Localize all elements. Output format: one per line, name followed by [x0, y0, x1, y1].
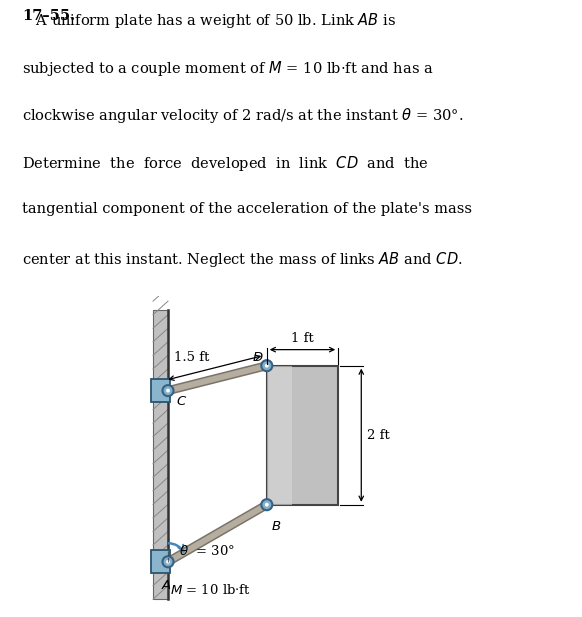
Polygon shape — [167, 362, 268, 394]
Polygon shape — [153, 310, 168, 599]
Circle shape — [164, 387, 172, 394]
Text: $C$: $C$ — [176, 395, 187, 408]
Circle shape — [263, 362, 271, 370]
Text: 17–55.: 17–55. — [22, 9, 75, 23]
Polygon shape — [267, 366, 292, 505]
Polygon shape — [151, 379, 170, 402]
Text: center at this instant. Neglect the mass of links $AB$ and $CD$.: center at this instant. Neglect the mass… — [22, 250, 463, 269]
Text: tangential component of the acceleration of the plate's mass: tangential component of the acceleration… — [22, 202, 472, 216]
Circle shape — [162, 385, 173, 396]
Text: subjected to a couple moment of $M$ = 10 lb$\cdot$ft and has a: subjected to a couple moment of $M$ = 10… — [22, 59, 434, 78]
Circle shape — [265, 364, 269, 368]
Circle shape — [265, 503, 269, 507]
Circle shape — [261, 360, 272, 371]
Text: 1 ft: 1 ft — [291, 333, 314, 346]
Text: $D$: $D$ — [253, 350, 264, 363]
Circle shape — [164, 558, 172, 566]
Polygon shape — [267, 366, 338, 505]
Circle shape — [166, 560, 170, 564]
Polygon shape — [166, 502, 269, 565]
Circle shape — [261, 499, 272, 510]
Circle shape — [166, 389, 170, 392]
Text: $M$ = 10 lb$\cdot$ft: $M$ = 10 lb$\cdot$ft — [170, 583, 251, 597]
Text: clockwise angular velocity of 2 rad/s at the instant $\theta$ = 30°.: clockwise angular velocity of 2 rad/s at… — [22, 107, 463, 125]
Text: 2 ft: 2 ft — [367, 429, 389, 442]
Circle shape — [162, 556, 173, 567]
Text: $\theta$  = 30°: $\theta$ = 30° — [179, 544, 235, 558]
Text: A uniform plate has a weight of 50 lb. Link $AB$ is: A uniform plate has a weight of 50 lb. L… — [22, 11, 396, 30]
Polygon shape — [151, 550, 170, 573]
Text: $B$: $B$ — [271, 520, 281, 532]
Text: $A$: $A$ — [161, 579, 172, 592]
Circle shape — [263, 501, 271, 508]
Text: Determine  the  force  developed  in  link  $CD$  and  the: Determine the force developed in link $C… — [22, 154, 429, 173]
Text: 1.5 ft: 1.5 ft — [174, 351, 210, 364]
